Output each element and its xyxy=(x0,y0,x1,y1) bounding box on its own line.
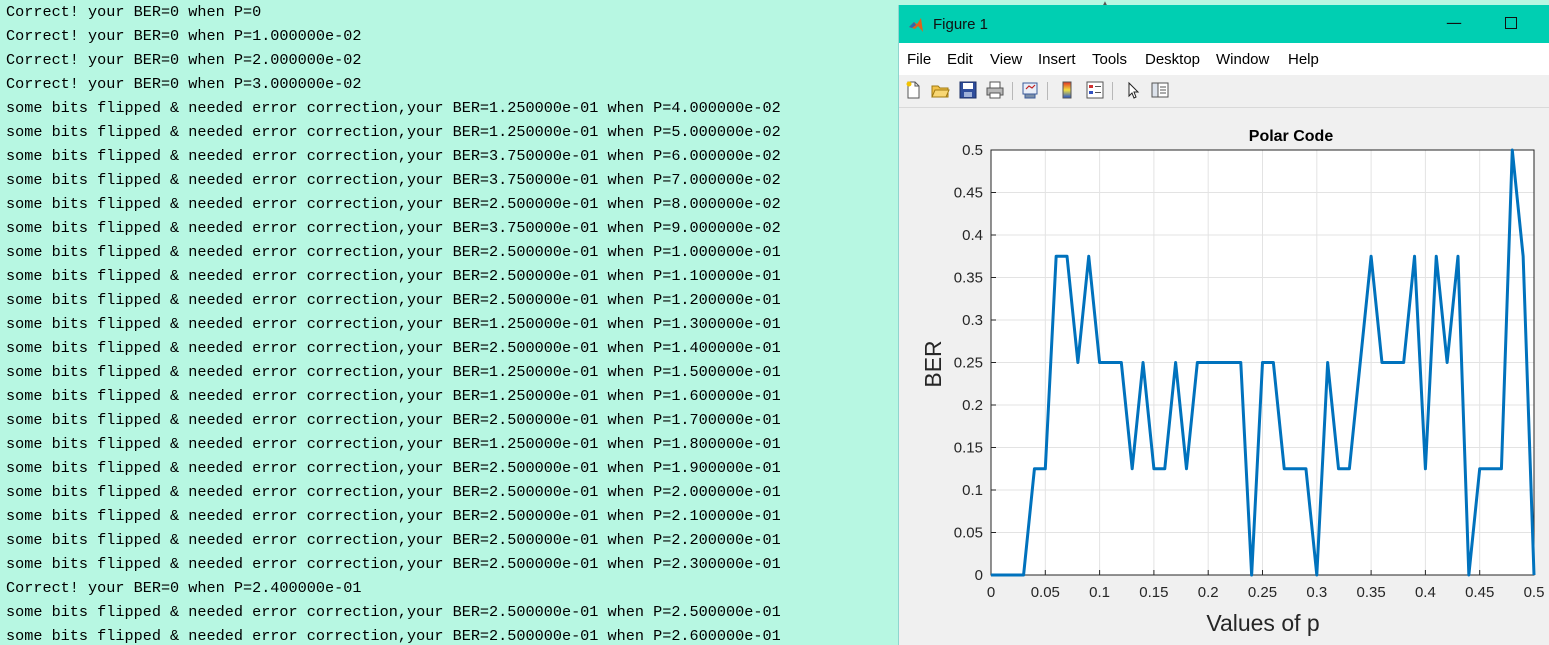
console-line: some bits flipped & needed error correct… xyxy=(6,627,781,645)
y-tick-label: 0.5 xyxy=(962,142,983,159)
console-line: some bits flipped & needed error correct… xyxy=(6,123,781,141)
toolbar-separator xyxy=(1112,82,1113,100)
y-ticks: 0 0.05 0.1 0.15 0.2 0.25 0.3 0.35 0.4 0.45 0.5 xyxy=(954,142,996,584)
console-line: Correct! your BER=0 when P=2.400000e-01 xyxy=(6,579,362,597)
x-tick-label: 0.15 xyxy=(1139,584,1168,601)
console-line: some bits flipped & needed error correct… xyxy=(6,147,781,165)
console-output: Correct! your BER=0 when P=0 Correct! you… xyxy=(6,0,781,645)
console-line: some bits flipped & needed error correct… xyxy=(6,555,781,573)
console-line: some bits flipped & needed error correct… xyxy=(6,267,781,285)
console-line: some bits flipped & needed error correct… xyxy=(6,603,781,621)
console-line: Correct! your BER=0 when P=0 xyxy=(6,3,262,21)
ber-line-chart[interactable]: 0 0.05 0.1 0.15 0.2 0.25 0.3 0.35 0.4 0.45 0.5 0 0.… xyxy=(899,108,1549,645)
console-line: some bits flipped & needed error correct… xyxy=(6,459,781,477)
menu-insert[interactable]: Insert xyxy=(1038,51,1076,68)
command-window[interactable]: Correct! your BER=0 when P=0 Correct! you… xyxy=(0,0,895,645)
print-icon[interactable] xyxy=(985,80,1005,100)
toolbar-separator xyxy=(1012,82,1013,100)
y-axis-label: BER xyxy=(920,340,946,387)
y-tick-label: 0.3 xyxy=(962,312,983,329)
maximize-icon xyxy=(1505,17,1517,29)
console-line: some bits flipped & needed error correct… xyxy=(6,363,781,381)
open-file-icon[interactable] xyxy=(930,80,950,100)
x-tick-label: 0.5 xyxy=(1524,584,1545,601)
toolbar-separator xyxy=(1047,82,1048,100)
console-line: Correct! your BER=0 when P=3.000000e-02 xyxy=(6,75,362,93)
x-tick-label: 0.05 xyxy=(1031,584,1060,601)
console-line: some bits flipped & needed error correct… xyxy=(6,531,781,549)
y-tick-label: 0.4 xyxy=(962,227,983,244)
y-tick-label: 0.2 xyxy=(962,397,983,414)
figure-canvas[interactable]: 0 0.05 0.1 0.15 0.2 0.25 0.3 0.35 0.4 0.45 0.5 0 0.… xyxy=(899,108,1549,645)
console-line: some bits flipped & needed error correct… xyxy=(6,171,781,189)
menu-tools[interactable]: Tools xyxy=(1092,51,1128,68)
x-tick-label: 0.45 xyxy=(1465,584,1494,601)
console-line: some bits flipped & needed error correct… xyxy=(6,195,781,213)
link-plot-icon[interactable] xyxy=(1020,80,1040,100)
y-tick-label: 0.1 xyxy=(962,482,983,499)
insert-legend-icon[interactable] xyxy=(1085,80,1105,100)
menu-view[interactable]: View xyxy=(990,51,1023,68)
chart-title: Polar Code xyxy=(1249,128,1334,145)
maximize-button[interactable] xyxy=(1489,9,1533,39)
save-icon[interactable] xyxy=(958,80,978,100)
property-editor-icon[interactable] xyxy=(1150,80,1170,100)
x-tick-label: 0.1 xyxy=(1089,584,1110,601)
x-tick-label: 0.2 xyxy=(1198,584,1219,601)
console-line: some bits flipped & needed error correct… xyxy=(6,243,781,261)
y-tick-label: 0.35 xyxy=(954,270,983,287)
console-line: some bits flipped & needed error correct… xyxy=(6,219,781,237)
console-line: Correct! your BER=0 when P=2.000000e-02 xyxy=(6,51,362,69)
x-tick-label: 0 xyxy=(987,584,995,601)
matlab-logo-icon xyxy=(909,18,923,32)
console-line: some bits flipped & needed error correct… xyxy=(6,435,781,453)
console-line: some bits flipped & needed error correct… xyxy=(6,291,781,309)
minimize-button[interactable]: — xyxy=(1446,13,1462,32)
menu-bar: File Edit View Insert Tools Desktop Window Help xyxy=(899,43,1549,75)
x-axis-label: Values of p xyxy=(1206,610,1319,636)
y-tick-label: 0.15 xyxy=(954,440,983,457)
console-line: some bits flipped & needed error correct… xyxy=(6,507,781,525)
window-title: Figure 1 xyxy=(933,16,989,33)
x-tick-label: 0.25 xyxy=(1248,584,1277,601)
console-line: Correct! your BER=0 when P=1.000000e-02 xyxy=(6,27,362,45)
y-tick-label: 0.25 xyxy=(954,355,983,372)
figure-titlebar[interactable]: Figure 1 — xyxy=(899,5,1549,43)
y-tick-label: 0.45 xyxy=(954,185,983,202)
edit-plot-icon[interactable] xyxy=(1123,80,1143,100)
menu-desktop[interactable]: Desktop xyxy=(1145,51,1201,68)
console-line: some bits flipped & needed error correct… xyxy=(6,339,781,357)
new-figure-icon[interactable] xyxy=(903,80,923,100)
figure-toolbar xyxy=(899,75,1549,108)
console-line: some bits flipped & needed error correct… xyxy=(6,315,781,333)
menu-window[interactable]: Window xyxy=(1216,51,1270,68)
x-tick-label: 0.3 xyxy=(1306,584,1327,601)
console-line: some bits flipped & needed error correct… xyxy=(6,411,781,429)
x-ticks: 0 0.05 0.1 0.15 0.2 0.25 0.3 0.35 0.4 0.45 0.5 xyxy=(987,570,1545,601)
y-tick-label: 0.05 xyxy=(954,525,983,542)
console-line: some bits flipped & needed error correct… xyxy=(6,387,781,405)
ber-series-points xyxy=(990,149,1535,576)
menu-edit[interactable]: Edit xyxy=(947,51,973,68)
console-line: some bits flipped & needed error correct… xyxy=(6,483,781,501)
insert-colorbar-icon[interactable] xyxy=(1057,80,1077,100)
x-tick-label: 0.35 xyxy=(1356,584,1385,601)
menu-help[interactable]: Help xyxy=(1288,51,1319,68)
figure-window: Figure 1 — File Edit View Insert Tools Deskto… xyxy=(898,5,1549,645)
menu-file[interactable]: File xyxy=(907,51,932,68)
console-line: some bits flipped & needed error correct… xyxy=(6,99,781,117)
y-tick-label: 0 xyxy=(975,567,983,584)
x-tick-label: 0.4 xyxy=(1415,584,1436,601)
